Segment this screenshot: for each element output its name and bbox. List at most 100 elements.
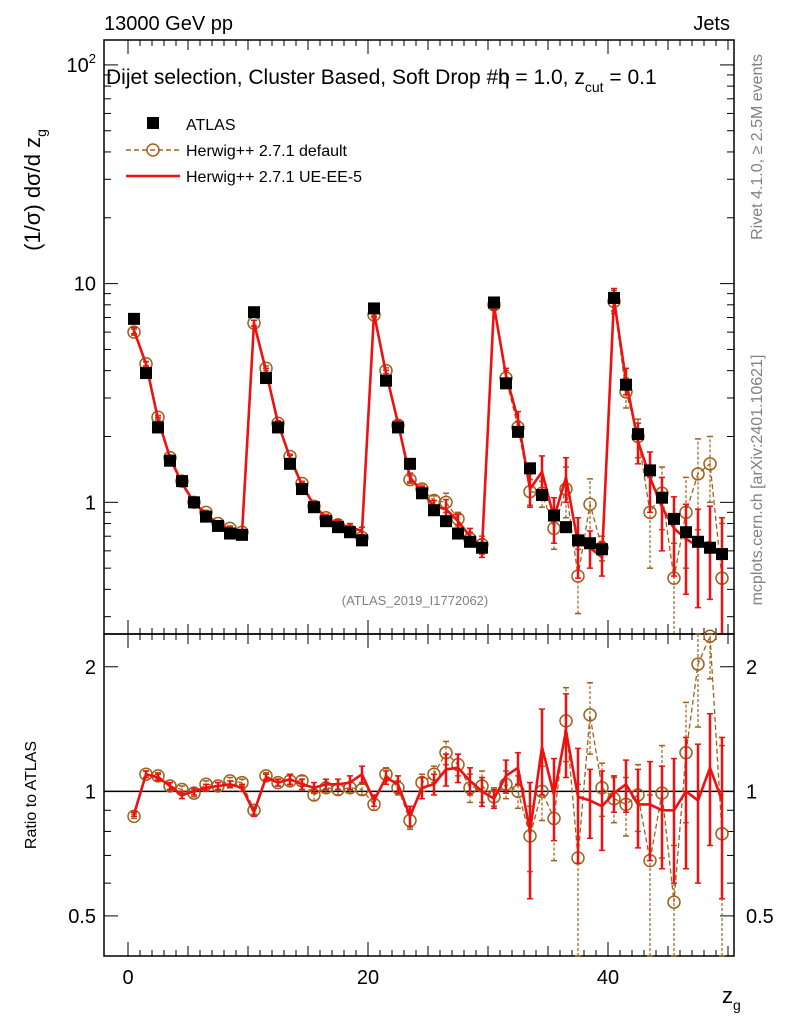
default-point [511, 784, 525, 799]
atlas-point [356, 534, 368, 547]
atlas-point [596, 543, 608, 556]
atlas-point [548, 509, 560, 522]
atlas-point [704, 541, 716, 554]
atlas-point [416, 487, 428, 500]
default-point [127, 325, 141, 339]
ratio-y-tick-label-right: 1 [746, 781, 757, 803]
x-tick-label: 40 [597, 967, 619, 989]
ratio-data-layer [127, 629, 729, 957]
ratio-axis-ticks: 0.5 0.51 12 20 20 40 [68, 634, 774, 989]
ratio-y-tick-label-right: 2 [746, 657, 757, 679]
ueee5-series-line [132, 730, 724, 832]
legend-default-label: Herwig++ 2.7.1 default [186, 143, 348, 160]
zcut-value: = 0.1 [604, 66, 657, 89]
default-point [691, 467, 705, 481]
main-y-tick-label: 102 [67, 51, 96, 77]
atlas-point [680, 526, 692, 539]
atlas-point [224, 527, 236, 540]
atlas-point [236, 528, 248, 541]
atlas-point [320, 515, 332, 528]
selection-main: Dijet selection, Cluster Based, Soft Dro… [106, 66, 510, 89]
atlas-point [632, 428, 644, 441]
atlas-point [380, 374, 392, 387]
atlas-point [392, 421, 404, 434]
atlas-point [368, 302, 380, 315]
atlas-point [344, 526, 356, 539]
atlas-point [476, 541, 488, 554]
default-point [163, 779, 177, 793]
atlas-point [164, 454, 176, 467]
atlas-point [128, 312, 140, 325]
beta-text: η = 1.0, z [498, 66, 585, 89]
main-panel: 1 10 102 (1/σ) dσ/d zg Dijet selection, Cl… [20, 39, 735, 635]
atlas-point [488, 296, 500, 309]
mcplots-info: mcplots.cern.ch [arXiv:2401.10621] [749, 355, 766, 606]
ratio-y-tick-label-left: 1 [85, 781, 96, 803]
atlas-point [296, 483, 308, 496]
main-y-tick-label-base: 1 [85, 492, 96, 514]
x-label-sub: g [733, 997, 741, 1013]
atlas-point [716, 548, 728, 561]
atlas-point [452, 527, 464, 540]
atlas-point [272, 421, 284, 434]
atlas-point [584, 537, 596, 550]
default-point [703, 457, 717, 471]
atlas-point [572, 534, 584, 547]
atlas-point [188, 496, 200, 509]
atlas-point [668, 512, 680, 525]
atlas-point [260, 372, 272, 385]
default-point [583, 708, 597, 722]
ratio-y-tick-label-left: 2 [85, 657, 96, 679]
selection-text: Dijet selection, Cluster Based, Soft Dro… [106, 66, 657, 95]
default-point [259, 769, 273, 783]
legend-default-marker [146, 143, 160, 157]
default-series-line [133, 636, 723, 903]
atlas-point [440, 515, 452, 528]
atlas-point [176, 475, 188, 488]
atlas-point [284, 457, 296, 470]
atlas-point [560, 521, 572, 534]
x-label-main: z [722, 983, 733, 1008]
atlas-point [428, 504, 440, 517]
x-axis-label: zg [722, 983, 741, 1013]
default-point [703, 629, 717, 644]
category-label: Jets [693, 13, 730, 35]
atlas-point [248, 306, 260, 319]
analysis-id: (ATLAS_2019_I1772062) [342, 593, 488, 608]
atlas-point [152, 421, 164, 434]
energy-label: 13000 GeV pp [104, 13, 233, 35]
ratio-y-label: Ratio to ATLAS [23, 741, 40, 849]
atlas-point [656, 491, 668, 504]
atlas-point [524, 462, 536, 475]
ratio-panel: 0.5 0.51 12 20 20 40 Ratio to ATLAS [23, 629, 774, 989]
atlas-point [500, 377, 512, 390]
main-y-tick-label-exponent: 2 [89, 51, 96, 66]
main-axis-ticks: 1 10 102 [67, 40, 734, 634]
x-tick-label: 0 [122, 967, 133, 989]
atlas-point [140, 367, 152, 380]
y-label-sub: g [33, 129, 49, 137]
x-tick-label: 20 [357, 967, 379, 989]
rivet-info: Rivet 4.1.0, ≥ 2.5M events [749, 54, 766, 240]
main-y-tick-label-base: 10 [74, 274, 96, 296]
atlas-point [404, 457, 416, 470]
atlas-point [620, 378, 632, 391]
legend-atlas-label: ATLAS [186, 117, 236, 134]
default-point [667, 895, 681, 909]
default-point [691, 657, 705, 671]
main-y-tick-label: 10 [74, 274, 96, 296]
legend: ATLAS Herwig++ 2.7.1 default Herwig++ 2.… [126, 117, 362, 186]
main-y-label: (1/σ) dσ/d zg [20, 129, 49, 251]
atlas-point [464, 535, 476, 548]
ratio-y-tick-label-left: 0.5 [68, 906, 96, 928]
default-point [583, 497, 597, 511]
y-label-main-text: (1/σ) dσ/d z [20, 137, 45, 251]
atlas-point [536, 489, 548, 502]
legend-ueee5-label: Herwig++ 2.7.1 UE-EE-5 [186, 169, 362, 186]
zcut-subscript: cut [585, 79, 604, 95]
atlas-point [608, 291, 620, 304]
ratio-y-tick-label-right: 0.5 [746, 906, 774, 928]
main-data-layer [127, 287, 729, 635]
atlas-point [644, 464, 656, 477]
